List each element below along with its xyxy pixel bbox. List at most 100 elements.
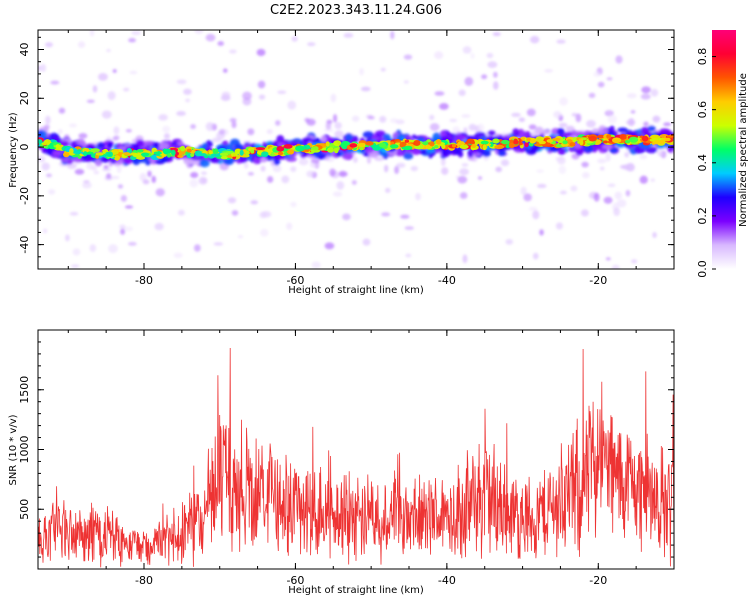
heatmap-cell (379, 115, 387, 123)
heatmap-cell (624, 152, 629, 158)
heatmap-cell (243, 162, 249, 169)
heatmap-cell (43, 124, 50, 130)
heatmap-cell (82, 147, 90, 153)
heatmap-cell (650, 134, 660, 139)
x-tick-label: -80 (135, 574, 153, 587)
heatmap-cell (489, 141, 494, 148)
heatmap-cell (366, 155, 372, 164)
heatmap-cell (480, 140, 489, 145)
heatmap-cell (256, 48, 266, 57)
heatmap-cell (605, 152, 611, 162)
heatmap-cell (173, 252, 183, 259)
heatmap-cell (117, 184, 124, 189)
heatmap-cell (666, 134, 674, 138)
heatmap-cell (459, 144, 469, 149)
heatmap-cell (191, 156, 200, 161)
heatmap-cell (217, 41, 225, 46)
heatmap-cell (281, 175, 290, 184)
heatmap-cell (69, 148, 74, 155)
heatmap-cell (602, 140, 609, 144)
heatmap-cell (213, 242, 224, 246)
heatmap-cell (611, 137, 622, 144)
heatmap-cell (396, 162, 406, 168)
heatmap-cell (237, 234, 244, 239)
heatmap-cell (205, 122, 215, 131)
heatmap-cell (212, 148, 219, 155)
heatmap-cell (276, 146, 285, 152)
heatmap-cell (107, 142, 113, 149)
heatmap-cell (311, 261, 321, 269)
heatmap-cell (310, 149, 321, 153)
heatmap-cell (351, 115, 360, 122)
heatmap-cell (38, 65, 41, 72)
heatmap-cell (136, 149, 144, 153)
heatmap-cell (209, 158, 221, 164)
heatmap-cell (575, 113, 582, 123)
heatmap-cell (641, 86, 651, 94)
heatmap-cell (487, 61, 498, 69)
heatmap-cell (332, 191, 343, 197)
y-tick-label: 1000 (18, 436, 31, 464)
heatmap-cell (558, 122, 568, 128)
heatmap-cell (663, 122, 672, 127)
y-tick-label: 500 (18, 499, 31, 520)
heatmap-cell (220, 155, 228, 160)
heatmap-cell (404, 226, 414, 230)
heatmap-cell (221, 91, 231, 98)
heatmap-cell (272, 165, 282, 173)
heatmap-cell (298, 158, 309, 166)
heatmap-cell (186, 148, 192, 153)
heatmap-cell (619, 133, 628, 140)
heatmap-cell (106, 173, 112, 179)
heatmap-cell (463, 127, 468, 134)
heatmap-cell (41, 142, 48, 146)
heatmap-cell (194, 150, 202, 157)
heatmap-cell (461, 163, 469, 167)
heatmap-cell (38, 155, 46, 160)
heatmap-cell (492, 138, 500, 144)
heatmap-cell (98, 73, 108, 81)
heatmap-cell (529, 145, 538, 154)
colorbar-tick-label: 0.6 (696, 101, 709, 119)
heatmap-cell (544, 69, 554, 73)
heatmap-cell (312, 146, 319, 151)
heatmap-cell (562, 140, 568, 145)
heatmap-cell (119, 224, 126, 229)
spectrogram-y-label: Frequency (Hz) (8, 112, 19, 188)
heatmap-cell (231, 121, 237, 129)
heatmap-cell (338, 170, 347, 177)
heatmap-cell (219, 152, 229, 157)
heatmap-cell (606, 77, 613, 81)
heatmap-cell (537, 183, 547, 189)
heatmap-cell (410, 165, 419, 172)
heatmap-cell (526, 108, 536, 117)
heatmap-cell (571, 112, 578, 117)
heatmap-cell (583, 146, 595, 152)
heatmap-cell (617, 127, 628, 133)
heatmap-cell (113, 126, 120, 135)
heatmap-cell (535, 136, 544, 143)
heatmap-cell (599, 166, 605, 171)
heatmap-cell (624, 140, 631, 144)
heatmap-cell (439, 103, 449, 110)
heatmap-cell (89, 30, 95, 37)
heatmap-cell (65, 234, 70, 242)
heatmap-cell (258, 94, 266, 100)
heatmap-cell (385, 187, 391, 193)
heatmap-cell (306, 170, 315, 178)
heatmap-cell (411, 134, 417, 140)
heatmap-cell (140, 152, 150, 157)
heatmap-cell (526, 137, 531, 142)
heatmap-cell (493, 81, 499, 90)
heatmap-cell (340, 143, 347, 148)
heatmap-cell (429, 141, 435, 147)
heatmap-cell (267, 175, 274, 183)
heatmap-cell (95, 152, 104, 156)
heatmap-cell (647, 125, 656, 132)
heatmap-cell (374, 156, 385, 162)
heatmap-cell (194, 30, 204, 35)
heatmap-cell (441, 167, 449, 175)
heatmap-cell (366, 148, 374, 153)
heatmap-cell (139, 172, 147, 182)
heatmap-cell (143, 140, 154, 146)
